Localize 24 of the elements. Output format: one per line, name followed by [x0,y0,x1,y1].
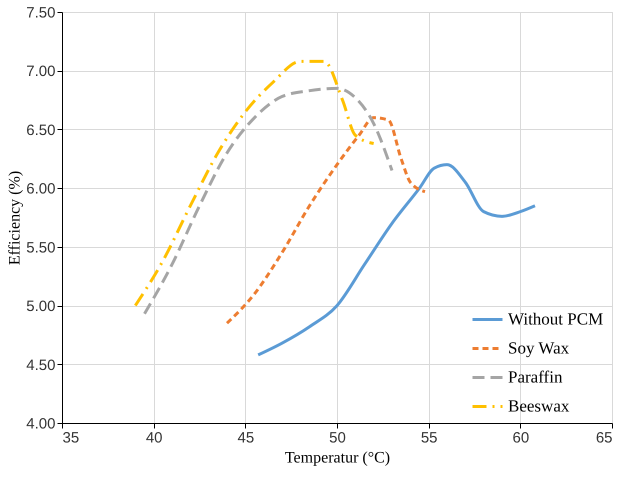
line-series [143,86,394,316]
line-series [226,116,426,325]
y-tick-label: 6.00 [26,180,56,198]
x-tick-label: 40 [146,430,163,446]
x-axis-title: Temperatur (°C) [284,450,390,466]
y-tick-label: 6.50 [26,122,56,139]
y-tick-label: 5.50 [26,239,56,256]
y-tick-label: 5.00 [26,298,56,316]
x-tick-label: 45 [237,430,254,446]
x-tick-label: 55 [420,430,438,446]
y-tick-label: 7.50 [26,4,56,22]
x-tick-label: 50 [329,430,346,446]
legend-label: Soy Wax [508,338,570,358]
x-tick-label: 60 [512,430,530,446]
legend-label: Beeswax [508,396,570,416]
y-tick-label: 4.00 [26,416,56,432]
x-tick-label: 35 [62,430,80,446]
x-tick-label: 65 [596,430,612,446]
y-tick-label: 4.50 [26,356,56,374]
y-axis-title: Efficiency (%) [6,170,24,266]
line-series [134,60,376,308]
legend-label: Without PCM [508,310,604,328]
legend-label: Paraffin [508,368,563,386]
y-tick-label: 7.00 [26,63,56,80]
